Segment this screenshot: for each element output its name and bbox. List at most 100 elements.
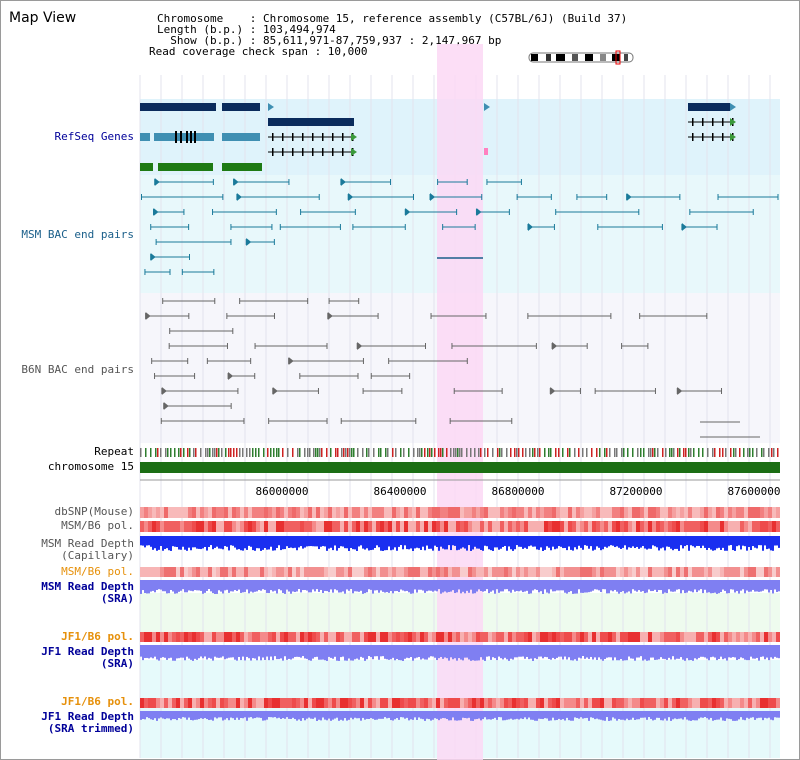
depth-bar bbox=[768, 536, 770, 549]
heat-cell bbox=[184, 698, 188, 708]
depth-bar bbox=[736, 580, 738, 592]
heat-cell bbox=[708, 521, 712, 532]
depth-bar bbox=[498, 580, 500, 593]
heat-cell bbox=[520, 632, 524, 642]
depth-bar bbox=[510, 711, 512, 719]
heat-cell bbox=[636, 521, 640, 532]
msm-bac-pair-arrow bbox=[153, 208, 159, 216]
depth-bar bbox=[684, 711, 686, 718]
heat-cell bbox=[652, 507, 656, 518]
depth-bar bbox=[496, 536, 498, 548]
depth-bar bbox=[438, 711, 440, 721]
depth-bar bbox=[586, 536, 588, 546]
heat-cell bbox=[720, 521, 724, 532]
heat-cell bbox=[700, 698, 704, 708]
heat-cell bbox=[420, 521, 424, 532]
depth-bar bbox=[692, 536, 694, 547]
depth-bar bbox=[558, 645, 560, 657]
depth-bar bbox=[608, 536, 610, 547]
label-repeat: Repeat bbox=[94, 445, 134, 458]
msm-bac-pair-arrow bbox=[246, 238, 252, 246]
heat-cell bbox=[308, 698, 312, 708]
label-jf1-depth-trimmed: JF1 Read Depth bbox=[41, 710, 134, 723]
depth-bar bbox=[614, 711, 616, 719]
heat-cell bbox=[496, 567, 500, 577]
heat-cell bbox=[416, 632, 420, 642]
depth-bar bbox=[766, 645, 768, 658]
depth-bar bbox=[454, 711, 456, 721]
heat-cell bbox=[760, 632, 764, 642]
depth-bar bbox=[304, 536, 306, 548]
depth-bar bbox=[556, 711, 558, 721]
depth-bar bbox=[640, 580, 642, 592]
depth-bar bbox=[294, 711, 296, 720]
label-refseq-genes[interactable]: RefSeq Genes bbox=[54, 130, 134, 143]
depth-bar bbox=[700, 645, 702, 657]
heat-cell bbox=[636, 632, 640, 642]
heat-cell bbox=[548, 698, 552, 708]
depth-bar bbox=[416, 536, 418, 548]
heat-cell bbox=[712, 507, 716, 518]
depth-bar bbox=[428, 711, 430, 720]
depth-bar bbox=[370, 711, 372, 719]
depth-bar bbox=[652, 645, 654, 658]
heat-cell bbox=[236, 698, 240, 708]
heat-cell bbox=[292, 521, 296, 532]
repeat-mark bbox=[749, 448, 751, 457]
heat-cell bbox=[564, 521, 568, 532]
heat-cell bbox=[360, 698, 364, 708]
heat-cell bbox=[588, 507, 592, 518]
depth-bar bbox=[490, 711, 492, 720]
depth-bar bbox=[368, 536, 370, 551]
b6n-bac-track[interactable] bbox=[145, 298, 760, 438]
depth-bar bbox=[510, 536, 512, 550]
repeat-mark bbox=[392, 448, 394, 457]
depth-bar bbox=[606, 536, 608, 548]
heat-cell bbox=[404, 521, 408, 532]
heat-cell bbox=[740, 632, 744, 642]
depth-bar bbox=[278, 580, 280, 590]
heat-cell bbox=[368, 507, 372, 518]
refseq-genes-track[interactable] bbox=[140, 103, 736, 171]
label-b6n-bac-end-pairs[interactable]: B6N BAC end pairs bbox=[21, 363, 134, 376]
depth-bar bbox=[172, 711, 174, 720]
gene-block bbox=[222, 103, 260, 111]
depth-bar bbox=[528, 711, 530, 718]
depth-bar bbox=[646, 645, 648, 661]
depth-bar bbox=[690, 711, 692, 721]
depth-bar bbox=[144, 536, 146, 548]
label-msm-bac-end-pairs[interactable]: MSM BAC end pairs bbox=[21, 228, 134, 241]
repeat-mark bbox=[714, 448, 716, 457]
depth-bar bbox=[538, 580, 540, 593]
heat-cell bbox=[216, 632, 220, 642]
msm-bac-track[interactable] bbox=[141, 178, 779, 275]
depth-bar bbox=[194, 580, 196, 591]
heat-cell bbox=[380, 567, 384, 577]
heat-cell bbox=[704, 632, 708, 642]
heat-cell bbox=[244, 698, 248, 708]
depth-bar bbox=[560, 536, 562, 547]
repeat-mark bbox=[157, 448, 159, 457]
heat-cell bbox=[508, 698, 512, 708]
heat-cell bbox=[316, 507, 320, 518]
label-jf1-b6-pol-1: JF1/B6 pol. bbox=[61, 630, 134, 643]
depth-bar bbox=[400, 536, 402, 546]
depth-bar bbox=[244, 536, 246, 549]
depth-bar bbox=[698, 711, 700, 719]
depth-bar bbox=[172, 580, 174, 592]
depth-bar bbox=[664, 711, 666, 719]
repeat-mark bbox=[550, 448, 552, 457]
heat-cell bbox=[436, 521, 440, 532]
heat-cell bbox=[708, 567, 712, 577]
heat-cell bbox=[560, 507, 564, 518]
heat-cell bbox=[460, 507, 464, 518]
depth-bar bbox=[408, 580, 410, 593]
depth-bar bbox=[186, 711, 188, 720]
heat-cell bbox=[556, 698, 560, 708]
depth-bar bbox=[294, 580, 296, 593]
heat-cell bbox=[184, 567, 188, 577]
depth-bar bbox=[580, 536, 582, 548]
depth-bar bbox=[448, 645, 450, 661]
heat-cell bbox=[280, 507, 284, 518]
